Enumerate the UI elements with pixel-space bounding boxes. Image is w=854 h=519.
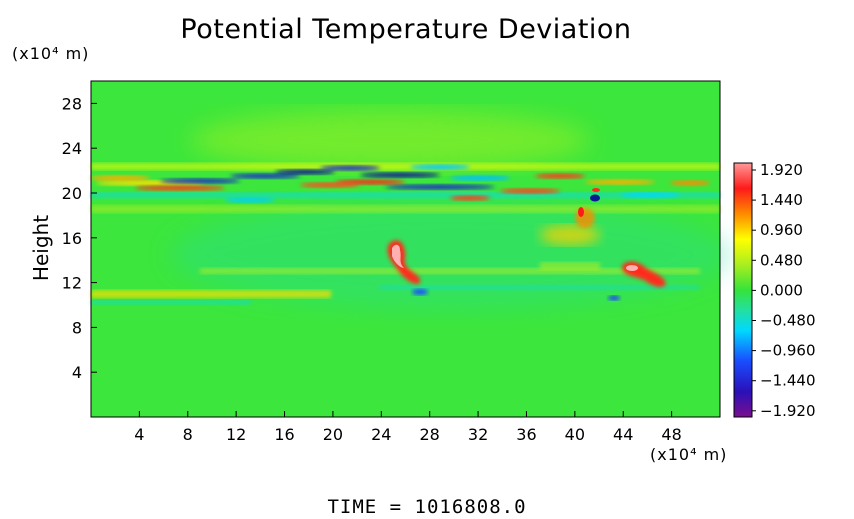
- y-tick-label: 24: [62, 139, 82, 158]
- field-streak: [450, 175, 510, 181]
- plot-frame: [90, 80, 721, 418]
- colorbar-scale: [733, 162, 753, 418]
- field-band: [200, 268, 700, 274]
- x-tick-label: 28: [420, 425, 440, 444]
- field-warm-patch-core: [626, 265, 638, 271]
- colorbar: 1.920 1.440 0.960 0.480 0.000 −0.480 −0.960 −1.…: [733, 161, 816, 420]
- field-warm-dot: [592, 188, 600, 192]
- field-band: [91, 290, 331, 298]
- field-streak: [535, 173, 585, 179]
- field-streak: [160, 178, 240, 184]
- field-streak: [500, 188, 560, 194]
- field-mid-cool-haze: [170, 200, 730, 310]
- field-cold-spot: [608, 295, 620, 301]
- field-streak: [135, 185, 225, 191]
- x-tick-label: 20: [323, 425, 343, 444]
- field-streak: [230, 173, 300, 179]
- y-axis-unit: (x10⁴ m): [12, 44, 90, 63]
- field-streak: [585, 179, 655, 185]
- colorbar-tick-label: −1.440: [760, 372, 816, 390]
- field-warm-haze: [540, 225, 600, 245]
- field-warm-dot: [578, 207, 584, 217]
- field-upper-warm-haze: [190, 110, 590, 170]
- field-band: [540, 262, 600, 270]
- colorbar-tick-label: 1.920: [760, 161, 803, 179]
- x-tick-label: 4: [134, 425, 144, 444]
- x-tick-label: 32: [468, 425, 488, 444]
- colorbar-tick-label: 0.000: [760, 281, 803, 299]
- field-streak: [450, 195, 490, 201]
- x-tick-label: 36: [516, 425, 536, 444]
- field-band: [91, 205, 720, 213]
- field-streak: [320, 165, 380, 171]
- x-tick-label: 12: [226, 425, 246, 444]
- y-tick-label: 28: [62, 94, 82, 113]
- field-streak: [275, 169, 335, 175]
- field-streak: [300, 182, 360, 188]
- colorbar-tick-label: −0.480: [760, 312, 816, 330]
- x-tick-label: 48: [661, 425, 681, 444]
- colorbar-tick-label: 0.960: [760, 221, 803, 239]
- time-label: TIME = 1016808.0: [327, 496, 527, 518]
- x-tick-label: 8: [183, 425, 193, 444]
- field-warm-plume-core: [392, 244, 404, 268]
- colorbar-tick-label: −1.920: [760, 402, 816, 420]
- y-tick-label: 4: [72, 363, 82, 382]
- field-streak: [385, 184, 495, 190]
- colorbar-tick-label: 1.440: [760, 191, 803, 209]
- field-streak: [90, 175, 150, 181]
- field-streak: [225, 197, 275, 203]
- y-tick-label: 8: [72, 318, 82, 337]
- field-cold-spot: [590, 194, 600, 202]
- x-tick-label: 40: [565, 425, 585, 444]
- x-tick-label: 44: [613, 425, 633, 444]
- field-streak: [670, 180, 710, 186]
- field-streak: [360, 172, 440, 178]
- field-band: [91, 300, 251, 305]
- field-cold-spot: [412, 289, 428, 295]
- colorbar-tick-label: 0.480: [760, 251, 803, 269]
- x-tick-label: 24: [371, 425, 391, 444]
- field-streak: [410, 164, 470, 170]
- temperature-field: [90, 81, 730, 417]
- y-tick-label: 16: [62, 229, 82, 248]
- field-band: [91, 192, 720, 198]
- field-streak: [620, 192, 680, 198]
- chart-title: Potential Temperature Deviation: [180, 14, 632, 45]
- y-tick-label: 20: [62, 184, 82, 203]
- x-axis-unit: (x10⁴ m): [650, 445, 728, 464]
- y-tick-label: 12: [62, 274, 82, 293]
- field-band: [91, 163, 720, 170]
- field-warm-haze: [575, 208, 595, 228]
- x-tick-label: 16: [274, 425, 294, 444]
- colorbar-tick-label: −0.960: [760, 342, 816, 360]
- field-band: [380, 285, 700, 290]
